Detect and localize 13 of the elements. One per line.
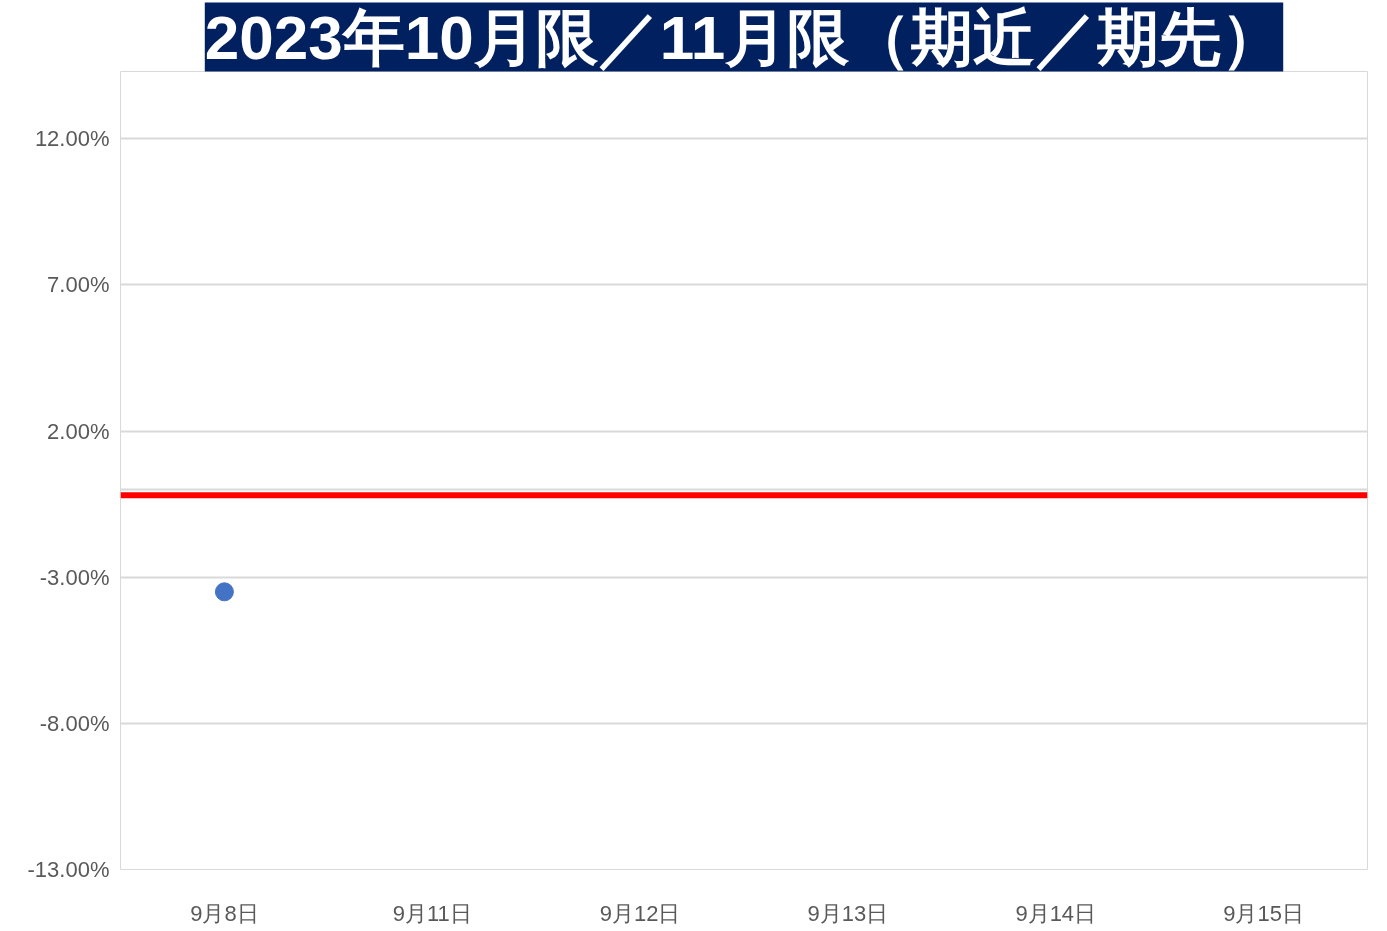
- x-tick-label: 9月14日: [1015, 900, 1097, 926]
- y-tick-label: 7.00%: [47, 272, 110, 298]
- y-tick-label: 2.00%: [47, 418, 110, 444]
- x-tick-label: 9月8日: [190, 900, 259, 926]
- chart-title: 2023年10月限／11月限（期近／期先）: [204, 2, 1284, 72]
- x-tick-label: 9月11日: [392, 900, 472, 926]
- y-tick-label: 12.00%: [34, 126, 110, 152]
- y-tick-label: -8.00%: [39, 710, 110, 736]
- x-tick-label: 9月13日: [807, 900, 889, 926]
- x-tick-label: 9月12日: [599, 900, 681, 926]
- y-tick-label: -3.00%: [39, 564, 110, 590]
- x-tick-label: 9月15日: [1223, 900, 1304, 926]
- y-tick-label: -13.00%: [27, 857, 110, 882]
